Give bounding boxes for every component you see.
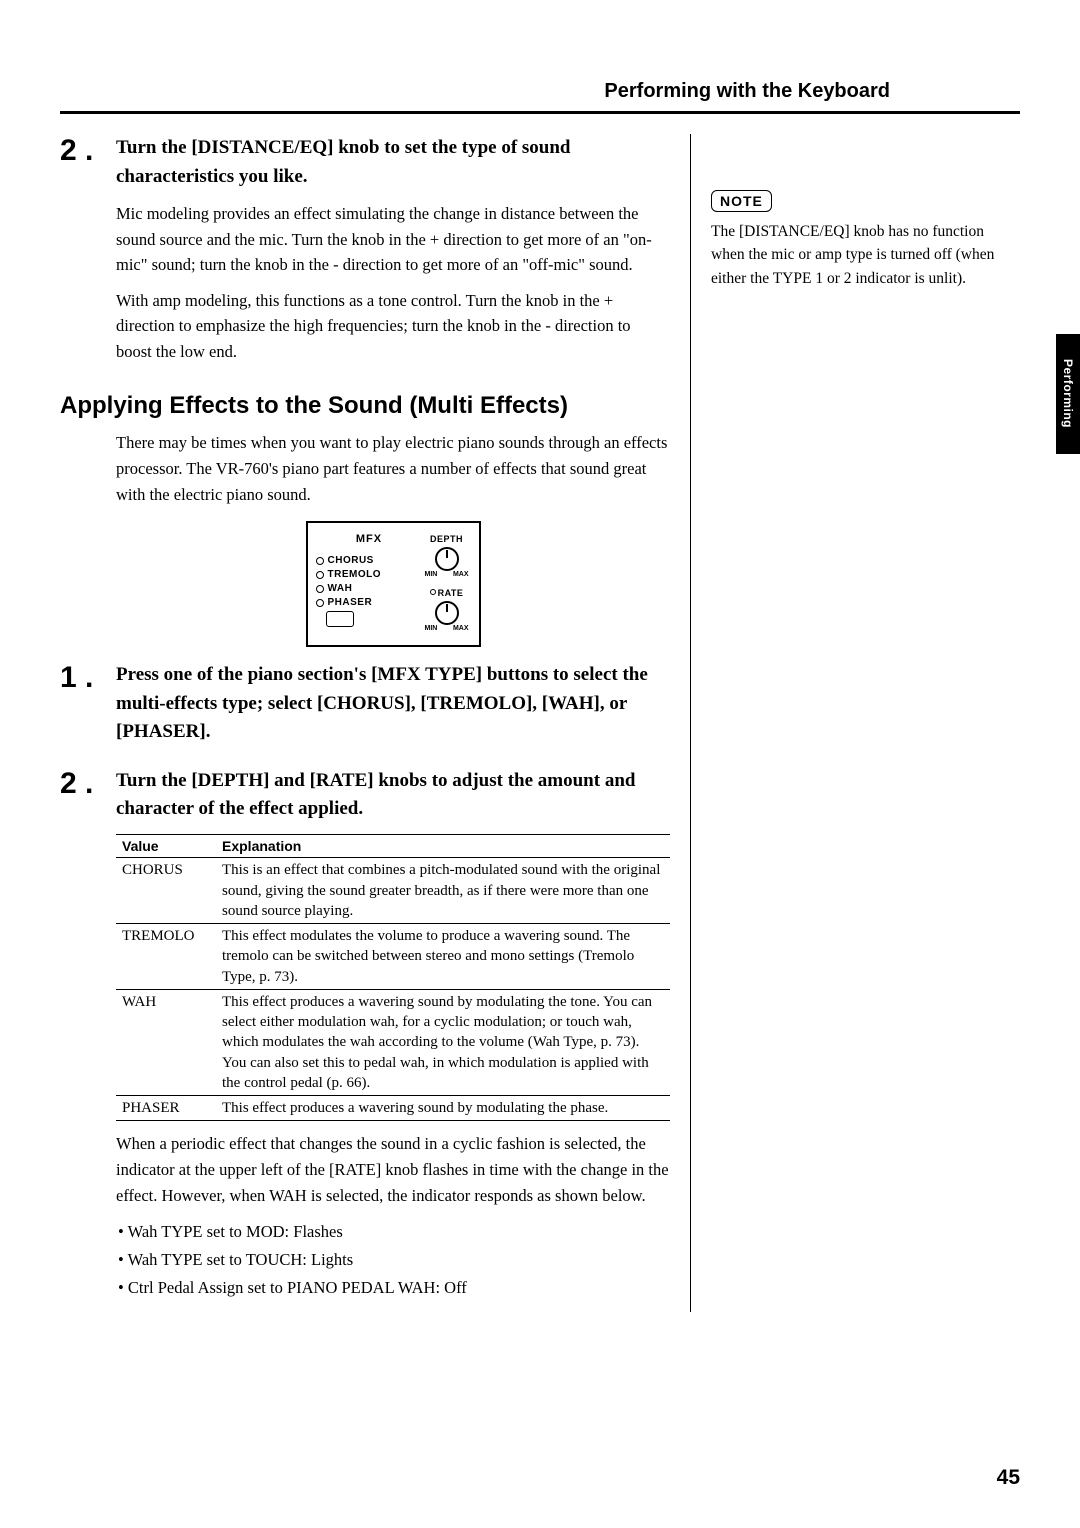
section-heading: Applying Effects to the Sound (Multi Eff… <box>60 392 670 420</box>
table-row: CHORUSThis is an effect that combines a … <box>116 858 670 924</box>
note-text: The [DISTANCE/EQ] knob has no function w… <box>711 220 1020 290</box>
effects-table: Value Explanation CHORUSThis is an effec… <box>116 834 670 1122</box>
explanation-cell: This effect produces a wavering sound by… <box>216 989 670 1095</box>
knob-label-depth: DEPTH <box>430 534 463 544</box>
bullet-list: Wah TYPE set to MOD: Flashes Wah TYPE se… <box>116 1218 670 1302</box>
explanation-cell: This effect produces a wavering sound by… <box>216 1096 670 1121</box>
diagram-item-label: TREMOLO <box>328 569 382 580</box>
diagram-button-icon <box>326 611 354 627</box>
max-label: MAX <box>453 571 469 578</box>
table-header-row: Value Explanation <box>116 834 670 858</box>
knob-icon <box>435 547 459 571</box>
page-number: 45 <box>997 1466 1020 1490</box>
led-icon <box>316 599 324 607</box>
explanation-cell: This effect modulates the volume to prod… <box>216 924 670 990</box>
min-label: MIN <box>425 625 438 632</box>
table-row: WAHThis effect produces a wavering sound… <box>116 989 670 1095</box>
value-cell: TREMOLO <box>116 924 216 990</box>
value-cell: CHORUS <box>116 858 216 924</box>
diagram-item-label: WAH <box>328 583 353 594</box>
knob-label-rate: RATE <box>438 588 464 598</box>
header-rule <box>60 111 1020 114</box>
main-column: 2 . Turn the [DISTANCE/EQ] knob to set t… <box>60 134 670 1312</box>
list-item: Ctrl Pedal Assign set to PIANO PEDAL WAH… <box>118 1274 670 1302</box>
step-title: Turn the [DISTANCE/EQ] knob to set the t… <box>116 134 670 191</box>
paragraph: With amp modeling, this functions as a t… <box>116 288 670 365</box>
table-header: Value <box>116 834 216 858</box>
knob-icon <box>435 601 459 625</box>
mfx-diagram: MFX DEPTH CHORUS TREMOLO WAH PHASER <box>306 521 481 647</box>
led-icon <box>316 585 324 593</box>
explanation-cell: This is an effect that combines a pitch-… <box>216 858 670 924</box>
step-number: 2 . <box>60 134 116 374</box>
side-tab-performing: Performing <box>1056 334 1080 454</box>
step-2-depth-rate: 2 . Turn the [DEPTH] and [RATE] knobs to… <box>60 767 670 1303</box>
paragraph: There may be times when you want to play… <box>116 430 670 507</box>
step-number: 2 . <box>60 767 116 1303</box>
paragraph: When a periodic effect that changes the … <box>116 1131 670 1208</box>
table-row: PHASERThis effect produces a wavering so… <box>116 1096 670 1121</box>
list-item: Wah TYPE set to TOUCH: Lights <box>118 1246 670 1274</box>
diagram-item-label: CHORUS <box>328 555 374 566</box>
led-icon <box>316 571 324 579</box>
table-header: Explanation <box>216 834 670 858</box>
max-label: MAX <box>453 625 469 632</box>
step-1-mfx-type: 1 . Press one of the piano section's [MF… <box>60 661 670 757</box>
diagram-title: MFX <box>356 533 382 545</box>
min-label: MIN <box>425 571 438 578</box>
step-title: Press one of the piano section's [MFX TY… <box>116 661 670 747</box>
step-2-distance-eq: 2 . Turn the [DISTANCE/EQ] knob to set t… <box>60 134 670 374</box>
value-cell: WAH <box>116 989 216 1095</box>
value-cell: PHASER <box>116 1096 216 1121</box>
led-icon <box>430 589 436 595</box>
led-icon <box>316 557 324 565</box>
diagram-item-label: PHASER <box>328 597 373 608</box>
step-title: Turn the [DEPTH] and [RATE] knobs to adj… <box>116 767 670 824</box>
step-number: 1 . <box>60 661 116 757</box>
note-label: NOTE <box>711 190 772 212</box>
header-title: Performing with the Keyboard <box>60 80 1020 103</box>
table-row: TREMOLOThis effect modulates the volume … <box>116 924 670 990</box>
paragraph: Mic modeling provides an effect simulati… <box>116 201 670 278</box>
list-item: Wah TYPE set to MOD: Flashes <box>118 1218 670 1246</box>
side-column: NOTE The [DISTANCE/EQ] knob has no funct… <box>690 134 1020 1312</box>
